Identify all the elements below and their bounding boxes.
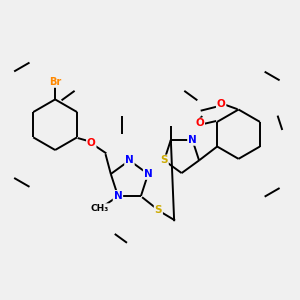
- Text: Br: Br: [49, 77, 61, 87]
- Text: N: N: [125, 155, 134, 165]
- Text: S: S: [154, 205, 162, 215]
- Text: O: O: [87, 138, 96, 148]
- Text: S: S: [160, 155, 168, 165]
- Text: O: O: [195, 118, 204, 128]
- Text: O: O: [217, 99, 226, 109]
- Text: CH₃: CH₃: [91, 204, 109, 213]
- Text: N: N: [113, 191, 122, 201]
- Text: N: N: [144, 169, 152, 179]
- Text: N: N: [188, 135, 197, 145]
